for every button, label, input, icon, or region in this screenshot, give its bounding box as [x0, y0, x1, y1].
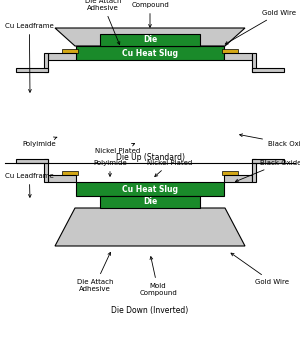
Polygon shape	[55, 208, 245, 246]
Text: Cu Leadframe: Cu Leadframe	[5, 23, 54, 92]
Text: Gold Wire: Gold Wire	[225, 10, 296, 44]
Bar	[44, 159, 48, 182]
Bar	[252, 159, 256, 182]
Text: Cu Heat Slug: Cu Heat Slug	[122, 184, 178, 193]
Text: Die Down (Inverted): Die Down (Inverted)	[111, 306, 189, 315]
Text: Die Attach
Adhesive: Die Attach Adhesive	[77, 252, 113, 292]
Bar	[48, 175, 76, 182]
Bar	[100, 34, 200, 46]
Text: Nickel Plated: Nickel Plated	[147, 160, 193, 177]
Bar	[224, 53, 252, 60]
Bar	[252, 53, 256, 72]
Text: Cu Heat Slug: Cu Heat Slug	[122, 48, 178, 58]
Bar	[62, 49, 78, 53]
Polygon shape	[55, 28, 245, 46]
Text: Die: Die	[143, 35, 157, 44]
Text: Die Up (Standard): Die Up (Standard)	[116, 153, 184, 162]
Bar	[252, 68, 284, 72]
Bar	[222, 171, 238, 175]
Bar	[76, 46, 224, 60]
Bar	[76, 182, 224, 196]
Bar	[100, 196, 200, 208]
Text: Polyimide: Polyimide	[93, 160, 127, 176]
Bar	[222, 49, 238, 53]
Text: Black Oxide: Black Oxide	[240, 134, 300, 147]
Bar	[62, 171, 78, 175]
Bar	[44, 53, 48, 72]
Text: Die: Die	[143, 197, 157, 207]
Text: Nickel Plated: Nickel Plated	[95, 144, 141, 154]
Bar	[224, 175, 252, 182]
Bar	[48, 53, 76, 60]
Text: Die Attach
Adhesive: Die Attach Adhesive	[85, 0, 121, 45]
Text: Polyimide: Polyimide	[22, 137, 57, 147]
Text: Gold Wire: Gold Wire	[231, 253, 289, 285]
Text: Black Oxide: Black Oxide	[236, 160, 300, 182]
Bar	[252, 159, 284, 163]
Bar	[16, 68, 48, 72]
Text: Mold
Compound: Mold Compound	[139, 257, 177, 296]
Bar	[16, 159, 48, 163]
Text: Cu Leadframe: Cu Leadframe	[5, 173, 54, 197]
Text: Mold
Compound: Mold Compound	[131, 0, 169, 27]
